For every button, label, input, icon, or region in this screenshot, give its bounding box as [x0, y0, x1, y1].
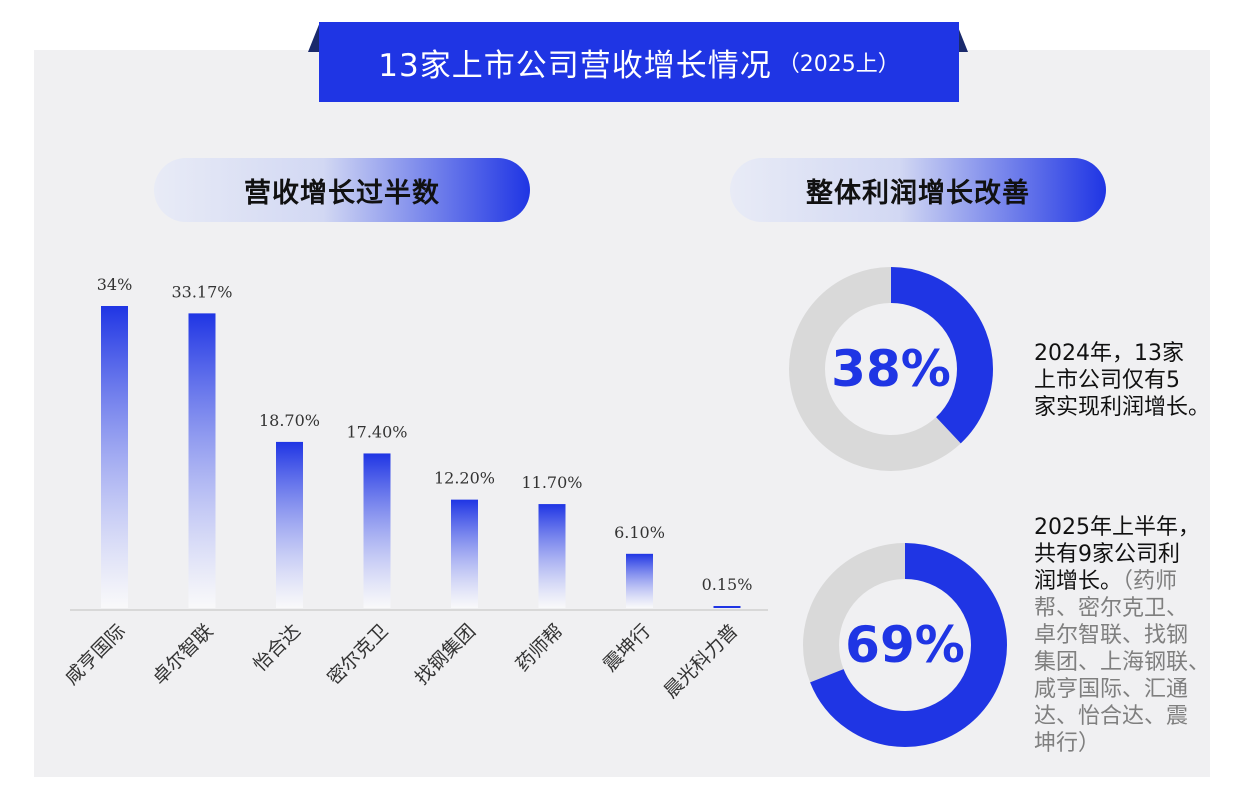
banner-tab-right: [956, 22, 968, 52]
bar: [538, 504, 566, 608]
note-company-list: 卓尔智联、找钢: [1034, 623, 1189, 648]
bar: [626, 553, 653, 608]
category-label: 找钢集团: [411, 620, 480, 689]
note-line: 润增长。（药师: [1034, 568, 1210, 595]
banner-tab-left: [308, 22, 320, 52]
title-box: 13家上市公司营收增长情况 （2025上）: [319, 22, 959, 102]
bar: [451, 499, 478, 608]
donut-label-2025: 69%: [845, 616, 965, 674]
bar: [276, 441, 303, 608]
category-label: 卓尔智联: [148, 620, 217, 689]
note-line: 家实现利润增长。: [1034, 395, 1211, 420]
note-text: 润增长。: [1034, 569, 1123, 594]
bar-value-label: 6.10%: [614, 523, 665, 542]
donut-fill: [803, 543, 1007, 747]
revenue-section-heading: 营收增长过半数: [154, 158, 530, 222]
bar: [363, 453, 391, 608]
donut-chart-2025: [803, 543, 1007, 747]
note-company-list: 达、怡合达、震: [1034, 704, 1189, 729]
note-2024: 2024年，13家 上市公司仅有5 家实现利润增长。: [1034, 340, 1210, 421]
note-company-list: 咸亨国际、汇通: [1034, 677, 1189, 702]
donut-fill: [789, 267, 993, 471]
category-label: 怡合达: [249, 620, 305, 676]
note-company-list: 帮、密尔克卫、: [1034, 596, 1189, 621]
category-label: 咸亨国际: [61, 620, 130, 689]
note-company-list: 集团、上海钢联、: [1034, 650, 1211, 675]
category-label: 震坤行: [599, 620, 655, 676]
page-title: 13家上市公司营收增长情况: [378, 47, 772, 84]
bar-value-label: 11.70%: [521, 473, 582, 492]
bar-value-label: 0.15%: [702, 575, 753, 594]
bar-value-label: 33.17%: [171, 282, 232, 301]
donut-label-2024: 38%: [831, 340, 951, 398]
profit-section-heading: 整体利润增长改善: [730, 158, 1106, 222]
category-label: 晨光科力普: [660, 620, 743, 703]
note-line: 上市公司仅有5: [1034, 368, 1180, 393]
note-line: 2025年上半年，: [1034, 515, 1200, 540]
bar: [713, 606, 741, 608]
bar-value-label: 17.40%: [346, 422, 407, 441]
bar: [101, 306, 128, 608]
bar-value-label: 34%: [97, 275, 133, 294]
bar-value-label: 18.70%: [259, 411, 320, 430]
note-line: 共有9家公司利: [1034, 542, 1180, 567]
revenue-bar-chart: 34% 咸亨国际 33.17% 卓尔智联 18.70% 怡合达 17.40% 密尔克卫 12.2…: [61, 275, 768, 703]
bar: [188, 313, 216, 608]
note-2025: 2025年上半年， 共有9家公司利 润增长。（药师 帮、密尔克卫、 卓尔智联、找…: [1034, 514, 1210, 757]
note-line: 2024年，13家: [1034, 341, 1184, 366]
page-subtitle: （2025上）: [777, 52, 900, 77]
title-banner: 13家上市公司营收增长情况 （2025上）: [308, 22, 968, 102]
category-label: 药师帮: [512, 620, 568, 676]
donut-chart-2024: [789, 267, 993, 471]
note-company-list: 坤行）: [1034, 731, 1101, 756]
category-label: 密尔克卫: [323, 620, 392, 689]
note-company-list: （药师: [1122, 569, 1178, 594]
bar-value-label: 12.20%: [434, 469, 495, 488]
